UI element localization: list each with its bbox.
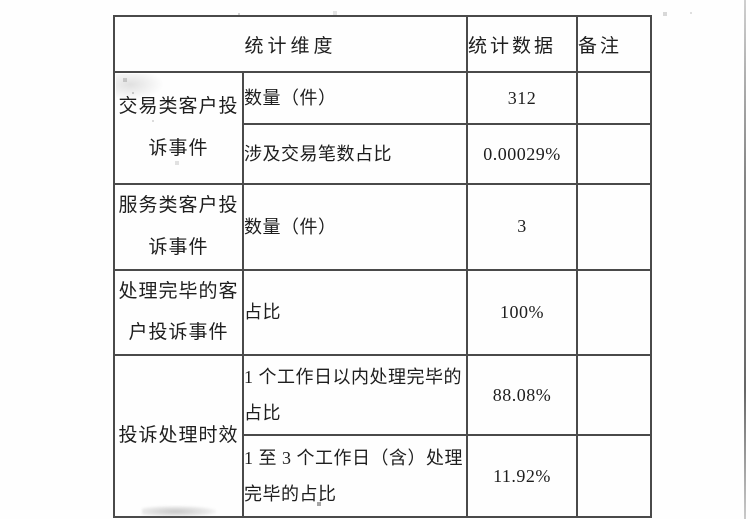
table-row: 交易类客户投诉事件 数量（件） 312 <box>113 71 653 185</box>
value-cell: 88.08% <box>466 354 579 437</box>
complaint-statistics-table: 统计维度 统计数据 备注 交易类客户投诉事件 数量（件） 312 涉及交易笔数占… <box>112 15 653 519</box>
metric-cell: 数量（件） <box>241 183 469 271</box>
group-cell-service-complaints: 服务类客户投诉事件 <box>113 183 244 271</box>
scan-smudge-artifact <box>116 74 164 100</box>
group-cell-handling-time: 投诉处理时效 <box>113 354 244 519</box>
note-cell <box>576 434 653 519</box>
note-cell <box>576 123 653 185</box>
note-cell <box>576 71 653 125</box>
note-cell <box>576 268 653 357</box>
value-cell: 312 <box>466 71 579 125</box>
table-row: 服务类客户投诉事件 数量（件） 3 <box>113 183 653 271</box>
scan-page-edge-line <box>744 0 746 519</box>
group-cell-transaction-complaints: 交易类客户投诉事件 <box>113 71 244 185</box>
table-row: 涉及交易笔数占比 0.00029% <box>114 123 653 185</box>
scan-noise-speckles <box>0 0 2 2</box>
scan-smudge-artifact <box>142 506 216 517</box>
header-statistic-data: 统计数据 <box>466 15 579 73</box>
metric-cell: 1 至 3 个工作日（含）处理完毕的占比 <box>241 434 469 519</box>
group-cell-resolved-complaints: 处理完毕的客户投诉事件 <box>113 268 244 357</box>
table-row: 投诉处理时效 1 个工作日以内处理完毕的占比 88.08% <box>113 354 653 519</box>
note-cell <box>576 183 653 271</box>
metric-cell: 占比 <box>241 268 469 357</box>
value-cell: 11.92% <box>466 434 579 519</box>
metric-cell: 数量（件） <box>241 71 469 125</box>
value-cell: 100% <box>466 268 579 357</box>
table-row: 1 至 3 个工作日（含）处理完毕的占比 11.92% <box>114 434 653 519</box>
header-statistic-dimension: 统计维度 <box>112 15 469 73</box>
table-header-row: 统计维度 统计数据 备注 <box>112 15 653 73</box>
note-cell <box>576 354 653 437</box>
value-cell: 0.00029% <box>466 123 579 185</box>
header-note: 备注 <box>576 15 653 73</box>
value-cell: 3 <box>466 183 579 271</box>
table-row: 处理完毕的客户投诉事件 占比 100% <box>113 268 653 357</box>
metric-cell: 1 个工作日以内处理完毕的占比 <box>241 354 469 437</box>
metric-cell: 涉及交易笔数占比 <box>241 123 469 185</box>
